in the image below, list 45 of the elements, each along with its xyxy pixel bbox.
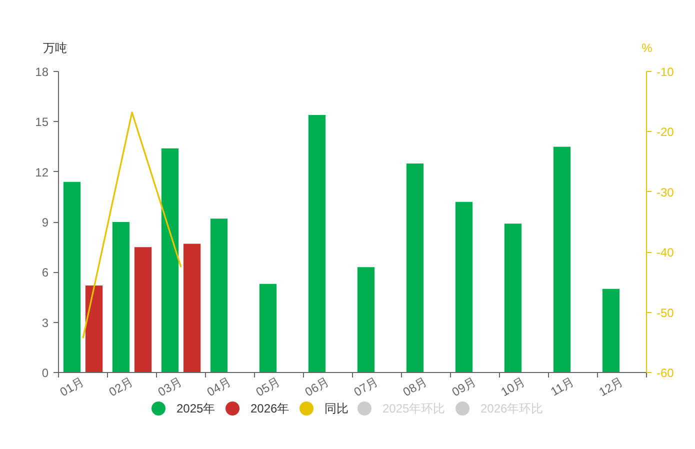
x-tick-label: 09月 — [450, 374, 479, 400]
bar — [85, 286, 103, 372]
x-tick-label: 04月 — [204, 374, 234, 400]
y-tick-label: 15 — [35, 115, 49, 130]
y2-tick-label: -50 — [656, 306, 674, 320]
legend-label: 2025年 — [176, 402, 216, 416]
bar — [406, 163, 424, 372]
bar — [134, 247, 152, 372]
y2-tick-label: -20 — [656, 125, 674, 140]
y-tick-label: 6 — [42, 266, 49, 280]
y-tick-label: 12 — [35, 165, 49, 180]
y2-axis-title: % — [642, 41, 652, 55]
x-tick-label: 11月 — [548, 374, 577, 399]
x-tick-label: 01月 — [58, 374, 87, 400]
bar — [602, 288, 620, 372]
bar — [161, 148, 179, 372]
x-tick-label: 02月 — [106, 374, 136, 400]
x-tick-label: 07月 — [352, 374, 381, 400]
y-axis-title: 万吨 — [43, 41, 67, 55]
bar — [183, 244, 201, 372]
y-tick-label: 9 — [42, 216, 49, 230]
y2-tick-label: -30 — [656, 185, 674, 200]
bar — [308, 114, 326, 372]
bar — [357, 267, 375, 372]
bar — [259, 284, 277, 372]
legend-label: 2026年 — [250, 402, 290, 416]
bar — [210, 218, 228, 372]
x-tick-label: 08月 — [400, 374, 430, 400]
bar — [112, 222, 130, 372]
bar — [504, 224, 522, 372]
x-tick-label: 03月 — [156, 374, 185, 400]
legend-label: 同比 — [324, 402, 348, 416]
bar — [63, 182, 81, 372]
y2-tick-label: -10 — [656, 65, 674, 79]
x-tick-label: 12月 — [596, 374, 626, 400]
bar — [553, 146, 571, 372]
y2-tick-label: -60 — [656, 366, 674, 380]
x-tick-label: 10月 — [498, 374, 528, 400]
y-tick-label: 18 — [35, 65, 49, 79]
y-tick-label: 3 — [42, 316, 49, 330]
y2-tick-label: -40 — [656, 246, 674, 260]
x-tick-label: 05月 — [254, 374, 283, 400]
bar — [455, 202, 473, 372]
x-tick-label: 06月 — [302, 374, 332, 400]
y-tick-label: 0 — [42, 366, 49, 380]
